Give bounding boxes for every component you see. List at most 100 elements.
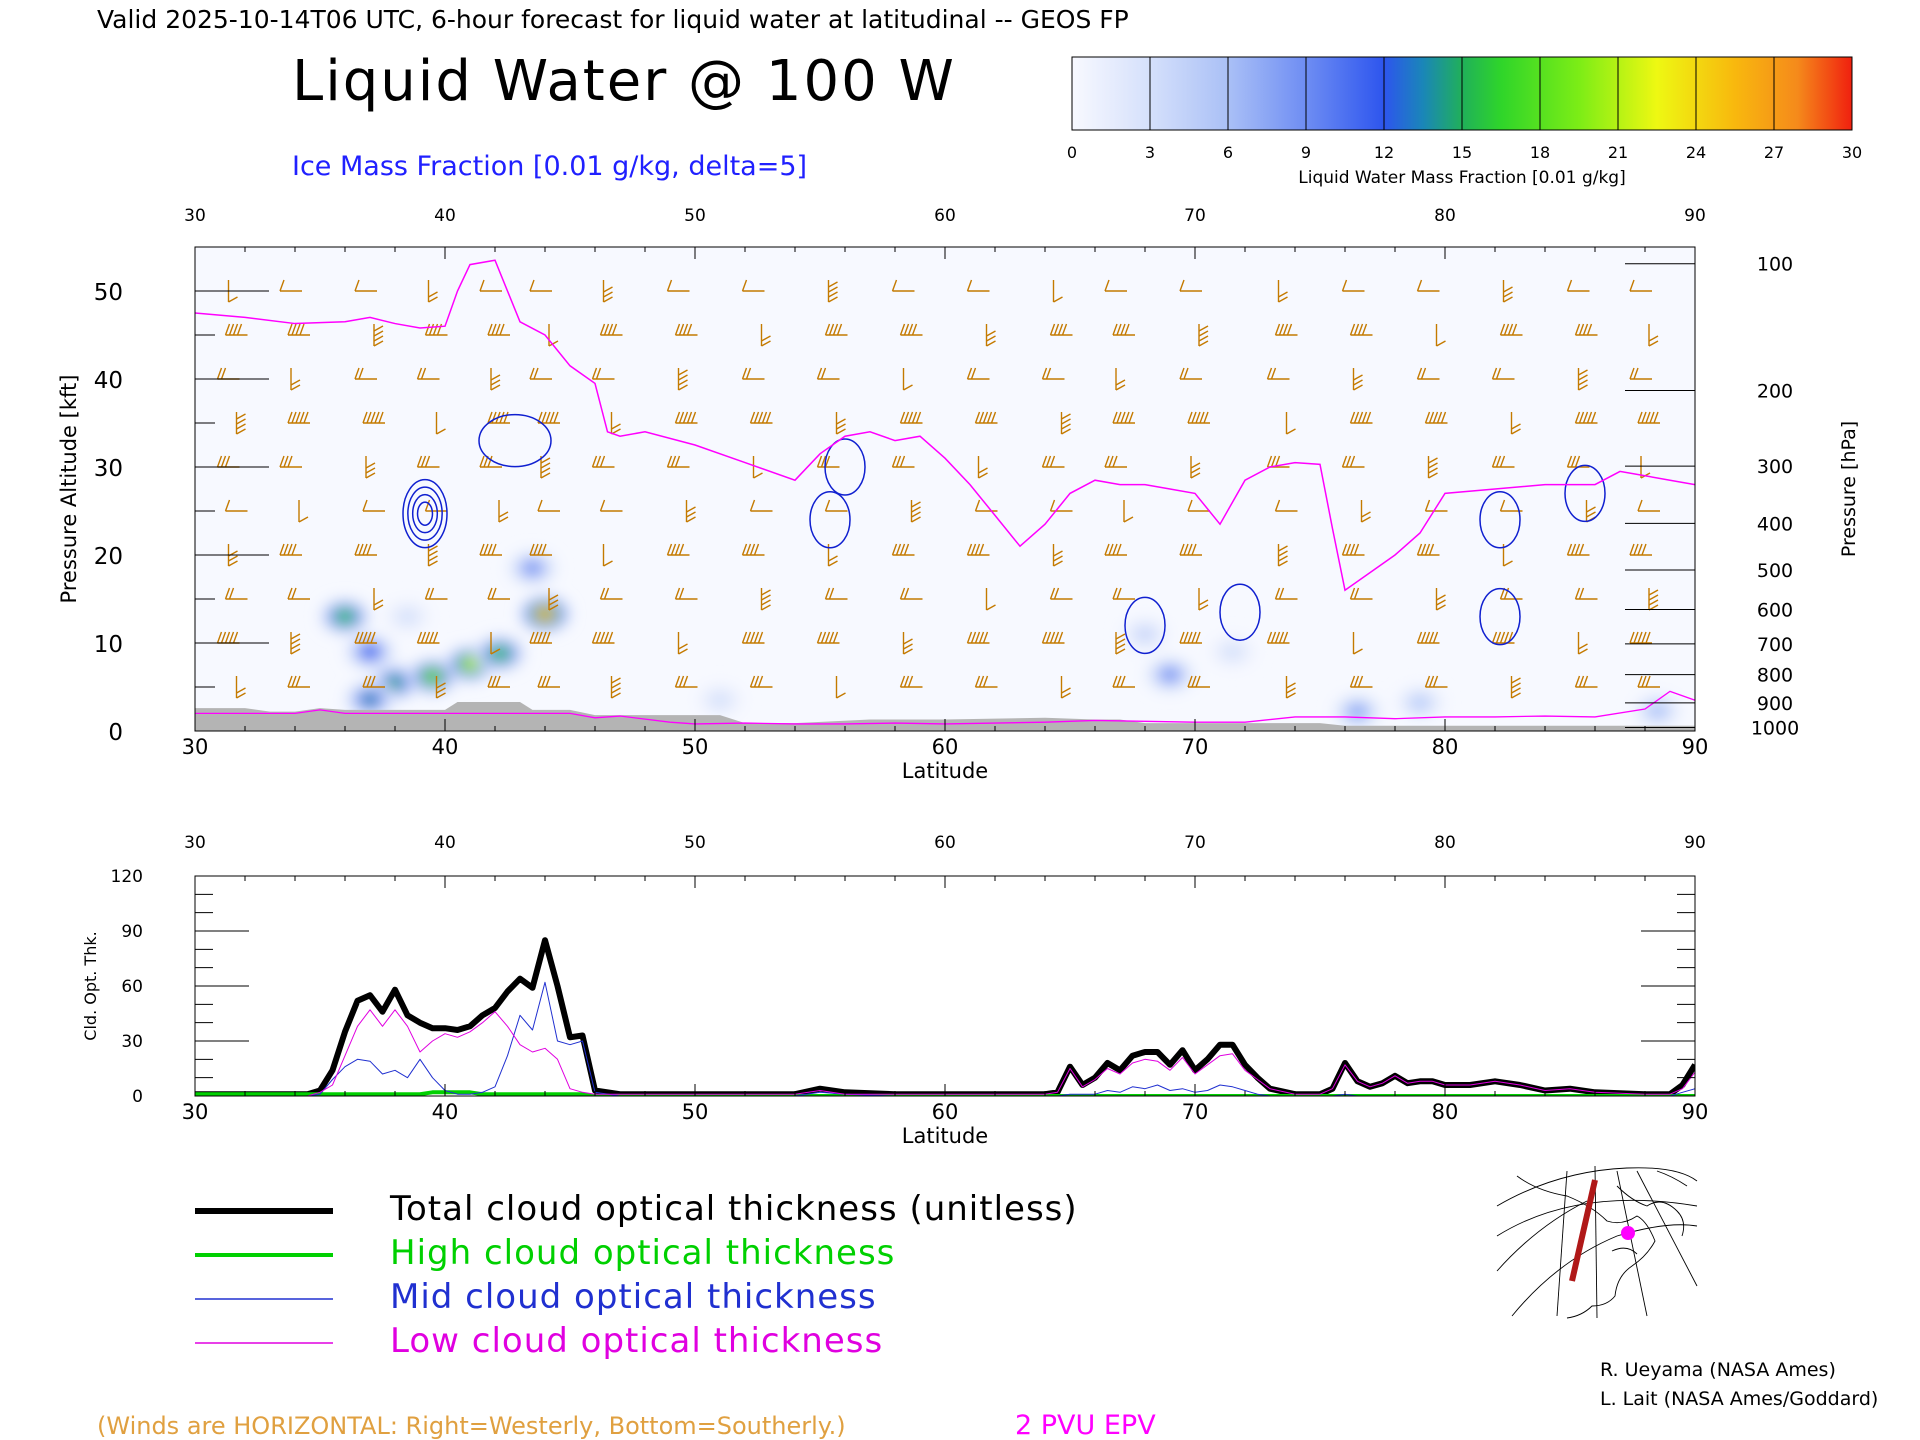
wind-barb <box>824 499 848 512</box>
wind-barb <box>548 324 559 347</box>
wind-barb <box>1435 588 1446 611</box>
wind-barb <box>902 632 913 655</box>
wind-barb <box>529 367 552 380</box>
wind-barb <box>985 324 996 347</box>
wind-barb <box>1274 587 1298 600</box>
colorbar-tick-label: 27 <box>1764 143 1784 162</box>
liquid-water-blob <box>1650 705 1665 717</box>
bottom-x-tick-label: 80 <box>1432 1100 1459 1124</box>
top-y-tick-label: 50 <box>94 280 123 306</box>
wind-barb <box>354 543 377 556</box>
wind-barb <box>599 587 623 600</box>
wind-barb <box>902 368 913 391</box>
wind-barb <box>816 455 840 468</box>
credit-2: L. Lait (NASA Ames/Goddard) <box>1600 1388 1878 1410</box>
pressure-tick-label: 300 <box>1757 456 1793 478</box>
wind-barb <box>741 367 765 380</box>
wind-barb <box>1041 455 1065 468</box>
pressure-tick-label: 600 <box>1757 600 1793 622</box>
wind-barb <box>1352 632 1363 655</box>
wind-barb <box>1198 324 1209 347</box>
wind-barb <box>1629 367 1652 380</box>
ice-legend-line: Ice Mass Fraction [0.01 g/kg, delta=5] <box>292 151 807 182</box>
top-x-tick-label: 40 <box>432 735 459 759</box>
top-x-tick-label: 90 <box>1682 735 1709 759</box>
legend: Total cloud optical thickness (unitless)… <box>195 1189 1077 1361</box>
legend-label: High cloud optical thickness <box>390 1233 895 1273</box>
ice-contour <box>411 493 439 534</box>
wind-barb <box>548 588 559 611</box>
liquid-water-blob <box>363 693 377 705</box>
wind-barb <box>290 368 301 391</box>
wind-barb <box>287 411 310 424</box>
wind-barb <box>827 280 838 303</box>
wind-barb <box>1352 368 1363 391</box>
epv-low-line <box>195 690 1695 725</box>
wind-barb <box>1416 279 1440 292</box>
wind-barb <box>435 412 446 435</box>
wind-barb <box>974 499 998 512</box>
wind-barb <box>529 631 552 644</box>
wind-barb <box>1179 367 1202 380</box>
wind-barb <box>1266 367 1290 380</box>
colorbar-tick-label: 21 <box>1608 143 1628 162</box>
bottom-x-tick-label-upper: 80 <box>1434 833 1456 853</box>
bottom-y-tick-label: 90 <box>121 922 143 942</box>
wind-barb <box>1179 543 1202 556</box>
wind-barb <box>529 543 552 556</box>
wind-barb <box>529 279 552 292</box>
wind-barb <box>365 456 376 479</box>
pressure-tick-label: 800 <box>1757 665 1793 687</box>
wind-barb <box>891 455 915 468</box>
wind-barb <box>760 324 771 347</box>
wind-barb <box>1123 500 1134 523</box>
wind-barb <box>1629 631 1652 644</box>
wind-barb <box>1060 412 1071 435</box>
pressure-tick-label: 700 <box>1757 634 1793 656</box>
page-title: Liquid Water @ 100 W <box>292 49 956 114</box>
bottom-x-tick-label-upper: 60 <box>934 833 956 853</box>
legend-label: Low cloud optical thickness <box>390 1321 883 1361</box>
wind-barb <box>354 367 377 380</box>
wind-barb <box>416 367 440 380</box>
wind-barb <box>752 456 763 479</box>
wind-barb <box>416 631 440 644</box>
wind-barb <box>1049 499 1073 512</box>
wind-barb <box>235 676 246 699</box>
wind-barb <box>1052 280 1063 303</box>
pressure-tick-label: 200 <box>1757 380 1793 402</box>
wind-barb <box>1112 323 1135 336</box>
wind-barb <box>1198 588 1209 611</box>
pressure-tick-label: 400 <box>1757 513 1793 535</box>
wind-barb <box>1360 500 1371 523</box>
bottom-x-tick-label-upper: 70 <box>1184 833 1206 853</box>
wind-barb <box>1510 412 1521 435</box>
top-x-tick-label-upper: 80 <box>1434 206 1456 226</box>
winds-note: (Winds are HORIZONTAL: Right=Westerly, B… <box>97 1412 846 1440</box>
top-y2label: Pressure [hPa] <box>1838 421 1860 557</box>
wind-barb <box>1285 676 1296 699</box>
top-x-tick-label-upper: 50 <box>684 206 706 226</box>
wind-barb <box>224 323 248 336</box>
bottom-y-tick-label: 60 <box>121 977 143 997</box>
wind-barb <box>1187 675 1210 688</box>
wind-barb <box>416 455 440 468</box>
top-x-tick-label: 30 <box>182 735 209 759</box>
top-xlabel: Latitude <box>902 759 988 783</box>
wind-barb <box>487 587 510 600</box>
wind-barb <box>966 631 990 644</box>
wind-barb <box>490 368 501 391</box>
wind-barb <box>749 499 773 512</box>
wind-barb <box>235 412 246 435</box>
ice-contour <box>1479 587 1521 646</box>
bottom-x-tick-label: 50 <box>682 1100 709 1124</box>
inset-map <box>1496 1165 1698 1319</box>
wind-barb <box>1424 499 1448 512</box>
wind-barb <box>666 455 690 468</box>
wind-barb <box>540 456 551 479</box>
liquid-water-blob <box>525 562 540 574</box>
bottom-x-tick-label-upper: 30 <box>184 833 206 853</box>
top-x-tick-label: 80 <box>1432 735 1459 759</box>
wind-barb <box>1349 587 1373 600</box>
wind-barb <box>1637 675 1660 688</box>
